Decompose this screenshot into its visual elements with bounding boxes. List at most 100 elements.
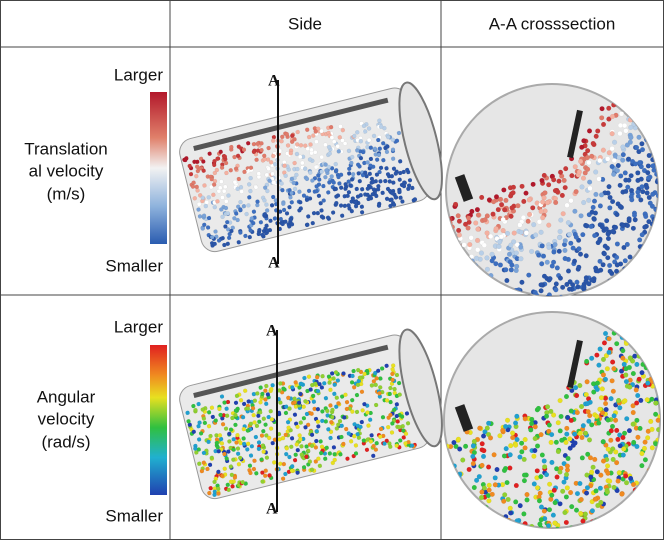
particle: [606, 418, 611, 423]
particle: [608, 269, 613, 274]
particle: [565, 203, 570, 208]
particle: [540, 215, 545, 220]
particle: [599, 115, 604, 120]
particle: [655, 349, 660, 354]
particle: [474, 256, 479, 261]
particle: [485, 231, 490, 236]
particle: [440, 526, 445, 531]
particle: [623, 316, 628, 321]
particle: [642, 123, 647, 128]
particle: [656, 153, 661, 158]
particle: [532, 482, 537, 487]
particle: [441, 260, 446, 265]
particle: [577, 246, 582, 251]
particle: [611, 229, 616, 234]
particle: [638, 198, 643, 203]
particle: [554, 440, 559, 445]
particle: [471, 526, 476, 531]
particle: [611, 389, 616, 394]
particle: [581, 200, 586, 205]
particle: [605, 518, 610, 523]
particle: [510, 435, 515, 440]
particle: [592, 290, 597, 295]
particle: [638, 97, 643, 102]
particle: [555, 189, 560, 194]
particle: [607, 150, 612, 155]
particle: [645, 170, 650, 175]
particle: [456, 213, 461, 218]
particle: [560, 285, 565, 290]
particle: [647, 518, 652, 523]
particle: [642, 346, 647, 351]
particle: [603, 244, 608, 249]
particle: [640, 370, 645, 375]
particle: [520, 526, 525, 531]
particle: [638, 89, 643, 94]
particle: [465, 527, 470, 532]
particle: [593, 266, 598, 271]
particle: [545, 404, 550, 409]
particle: [628, 324, 633, 329]
particle: [521, 215, 526, 220]
particle: [514, 295, 519, 300]
particle: [460, 274, 465, 279]
particle: [621, 279, 626, 284]
particle: [606, 106, 611, 111]
particle: [508, 443, 513, 448]
particle: [567, 437, 572, 442]
particle: [600, 286, 605, 291]
particle: [442, 505, 447, 510]
particle: [447, 501, 452, 506]
particle: [658, 505, 663, 510]
particle: [638, 333, 643, 338]
particle: [568, 241, 573, 246]
particle: [637, 273, 642, 278]
particle: [508, 511, 513, 516]
particle: [624, 289, 629, 294]
particle: [529, 249, 534, 254]
particle: [595, 129, 600, 134]
images: [176, 79, 664, 532]
row-label: (rad/s): [41, 432, 90, 451]
particle: [597, 523, 602, 528]
particle: [657, 385, 662, 390]
particle: [646, 133, 651, 138]
particle: [630, 284, 635, 289]
particle: [483, 520, 488, 525]
particle: [548, 276, 553, 281]
particle: [575, 491, 580, 496]
particle: [476, 213, 481, 218]
particle: [494, 226, 499, 231]
particle: [627, 101, 632, 106]
particle: [592, 199, 597, 204]
particle: [583, 431, 588, 436]
particle: [594, 414, 599, 419]
particle: [635, 444, 640, 449]
particle: [598, 259, 603, 264]
particle: [475, 247, 480, 252]
particle: [621, 435, 626, 440]
particle: [464, 260, 469, 265]
particle: [545, 200, 550, 205]
particle: [479, 513, 484, 518]
particle: [607, 350, 612, 355]
particle: [569, 504, 574, 509]
particle: [578, 431, 583, 436]
drum-side: [176, 79, 451, 257]
particle: [528, 428, 533, 433]
particle: [607, 263, 612, 268]
particle: [442, 239, 447, 244]
drum-side: [176, 326, 451, 504]
particle: [617, 470, 622, 475]
particle: [614, 341, 619, 346]
particle: [497, 239, 502, 244]
colorbar: [150, 92, 167, 244]
particle: [615, 242, 620, 247]
particle: [505, 278, 510, 283]
particle: [556, 297, 561, 302]
particle: [507, 252, 512, 257]
particle: [639, 339, 644, 344]
particle: [446, 276, 451, 281]
particle: [622, 274, 627, 279]
particle: [452, 281, 457, 286]
